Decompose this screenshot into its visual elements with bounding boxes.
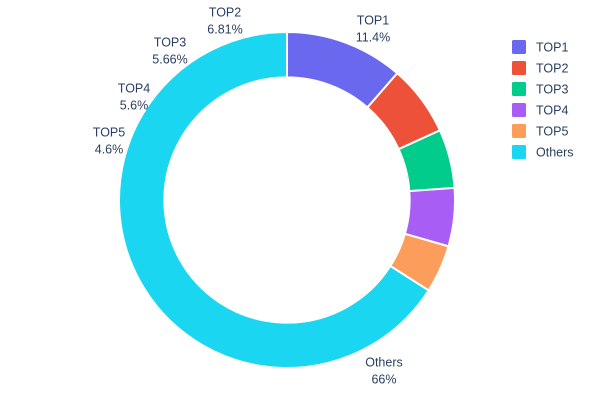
legend-swatch-top1[interactable] bbox=[512, 40, 526, 54]
data-label-top2: TOP2 6.81% bbox=[207, 5, 242, 36]
chart-legend[interactable]: TOP1 TOP2 TOP3 TOP4 TOP5 Others bbox=[512, 40, 574, 159]
legend-label: Others bbox=[536, 145, 574, 159]
legend-label: TOP2 bbox=[536, 61, 568, 75]
data-label-name: TOP4 bbox=[118, 81, 150, 95]
data-label-name: TOP3 bbox=[154, 35, 186, 49]
legend-item-top1[interactable]: TOP1 bbox=[512, 40, 568, 54]
data-label-top5: TOP5 4.6% bbox=[93, 125, 125, 156]
legend-swatch-top3[interactable] bbox=[512, 82, 526, 96]
data-label-name: TOP2 bbox=[209, 5, 241, 19]
legend-item-top3[interactable]: TOP3 bbox=[512, 82, 568, 96]
legend-item-top5[interactable]: TOP5 bbox=[512, 124, 568, 138]
legend-item-others[interactable]: Others bbox=[512, 145, 574, 159]
legend-swatch-top5[interactable] bbox=[512, 124, 526, 138]
legend-label: TOP3 bbox=[536, 82, 568, 96]
donut-data-labels: TOP1 11.4% TOP2 6.81% TOP3 5.66% TOP4 5.6% TOP5 4… bbox=[93, 5, 403, 386]
data-label-value: 6.81% bbox=[207, 22, 242, 36]
data-label-value: 4.6% bbox=[95, 142, 124, 156]
legend-swatch-top2[interactable] bbox=[512, 61, 526, 75]
data-label-name: TOP5 bbox=[93, 125, 125, 139]
donut-slices bbox=[118, 30, 456, 369]
data-label-name: TOP1 bbox=[357, 13, 389, 27]
legend-item-top2[interactable]: TOP2 bbox=[512, 61, 568, 75]
donut-slice-others[interactable] bbox=[118, 30, 430, 369]
legend-swatch-top4[interactable] bbox=[512, 103, 526, 117]
data-label-value: 66% bbox=[371, 372, 396, 386]
legend-label: TOP5 bbox=[536, 124, 568, 138]
legend-item-top4[interactable]: TOP4 bbox=[512, 103, 568, 117]
data-label-top1: TOP1 11.4% bbox=[356, 13, 391, 44]
data-label-value: 5.66% bbox=[152, 52, 187, 66]
data-label-others: Others 66% bbox=[365, 355, 403, 386]
data-label-name: Others bbox=[365, 355, 403, 369]
data-label-top4: TOP4 5.6% bbox=[118, 81, 150, 112]
data-label-value: 5.6% bbox=[120, 98, 149, 112]
data-label-top3: TOP3 5.66% bbox=[152, 35, 187, 66]
legend-label: TOP1 bbox=[536, 40, 568, 54]
legend-swatch-others[interactable] bbox=[512, 145, 526, 159]
data-label-value: 11.4% bbox=[356, 30, 391, 44]
legend-label: TOP4 bbox=[536, 103, 568, 117]
